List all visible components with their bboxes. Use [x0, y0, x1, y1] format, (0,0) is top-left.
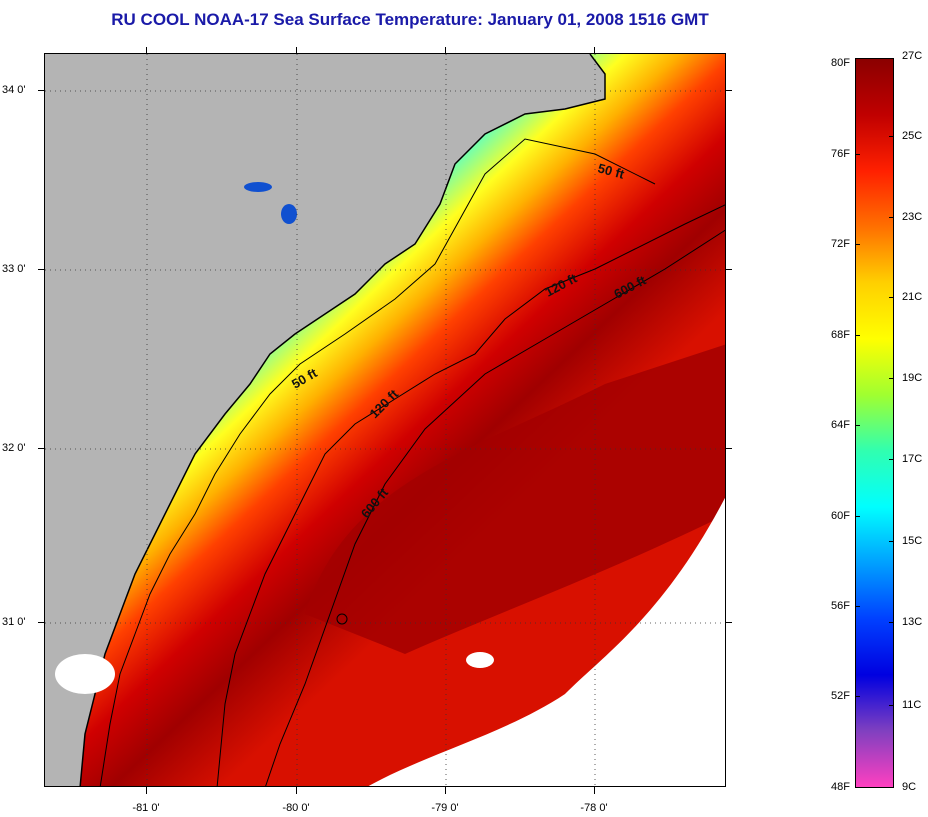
- colorbar-tick: [889, 705, 894, 706]
- lat-tick: [38, 622, 44, 623]
- colorbar-tick: [855, 696, 860, 697]
- contour-600ft: [265, 229, 725, 786]
- coastline: [79, 54, 606, 786]
- lake: [244, 182, 272, 192]
- lat-tick: [38, 90, 44, 91]
- lat-tick: [38, 269, 44, 270]
- lake: [281, 204, 297, 224]
- colorbar-label-c: 17C: [902, 453, 923, 465]
- contour-ring: [336, 613, 348, 625]
- contour-120ft: [216, 204, 725, 786]
- colorbar-tick: [855, 606, 860, 607]
- colorbar-tick: [855, 335, 860, 336]
- colorbar-label-f: 80F: [831, 57, 850, 69]
- colorbar-tick: [889, 217, 894, 218]
- colorbar-label-f: 72F: [831, 238, 850, 250]
- lon-tick: [296, 47, 297, 53]
- colorbar-label-f: 52F: [831, 690, 850, 702]
- depth-contours: [99, 138, 725, 786]
- lat-tick: [726, 90, 732, 91]
- lon-label-81: -81 0': [132, 802, 160, 814]
- lon-tick: [594, 787, 595, 794]
- lon-tick: [146, 47, 147, 53]
- colorbar-tick: [889, 541, 894, 542]
- lat-tick: [726, 269, 732, 270]
- cloud-area: [55, 654, 115, 694]
- colorbar-tick: [889, 459, 894, 460]
- colorbar-tick: [855, 425, 860, 426]
- lon-tick: [445, 787, 446, 794]
- colorbar-label-f: 64F: [831, 419, 850, 431]
- colorbar-label-c: 27C: [902, 50, 923, 62]
- cloud-area: [466, 652, 494, 668]
- colorbar: [855, 58, 894, 788]
- gulf-stream-core: [305, 344, 725, 654]
- sst-map: 50 ft 120 ft 600 ft 50 ft 120 ft 600 ft: [44, 53, 726, 787]
- lon-tick: [146, 787, 147, 794]
- colorbar-label-c: 13C: [902, 616, 923, 628]
- colorbar-tick: [855, 516, 860, 517]
- land-area: [45, 54, 605, 786]
- colorbar-label-f: 68F: [831, 329, 850, 341]
- lon-label-80: -80 0': [282, 802, 310, 814]
- colorbar-label-f: 56F: [831, 600, 850, 612]
- colorbar-tick: [889, 297, 894, 298]
- colorbar-label-c: 15C: [902, 535, 923, 547]
- colorbar-label-c: 25C: [902, 130, 923, 142]
- colorbar-tick: [855, 154, 860, 155]
- colorbar-label-c: 19C: [902, 372, 923, 384]
- colorbar-label-f: 60F: [831, 510, 850, 522]
- lon-label-78: -78 0': [580, 802, 608, 814]
- lon-tick: [445, 47, 446, 53]
- graticule: [45, 54, 725, 786]
- colorbar-label-c: 21C: [902, 291, 923, 303]
- colorbar-tick: [855, 244, 860, 245]
- sst-map-svg: 50 ft 120 ft 600 ft 50 ft 120 ft 600 ft: [45, 54, 725, 786]
- colorbar-tick: [889, 136, 894, 137]
- lat-label-33: 33 0': [2, 263, 26, 275]
- colorbar-label-f: 76F: [831, 148, 850, 160]
- lat-tick: [726, 622, 732, 623]
- contour-50ft: [99, 138, 656, 786]
- lon-label-79: -79 0': [431, 802, 459, 814]
- lat-label-31: 31 0': [2, 616, 26, 628]
- colorbar-label-c: 9C: [902, 781, 917, 793]
- colorbar-tick: [889, 378, 894, 379]
- colorbar-label-c: 11C: [902, 699, 922, 711]
- lat-label-32: 32 0': [2, 442, 26, 454]
- lat-tick: [38, 448, 44, 449]
- lat-tick: [726, 448, 732, 449]
- lat-label-34: 34 0': [2, 84, 26, 96]
- colorbar-tick: [889, 622, 894, 623]
- lon-tick: [296, 787, 297, 794]
- contour-label-50ft-north: 50 ft: [596, 160, 626, 182]
- colorbar-label-c: 23C: [902, 211, 923, 223]
- colorbar-label-f: 48F: [831, 781, 850, 793]
- map-title: RU COOL NOAA-17 Sea Surface Temperature:…: [111, 10, 709, 29]
- cloud-area: [368, 497, 725, 786]
- lon-tick: [594, 47, 595, 53]
